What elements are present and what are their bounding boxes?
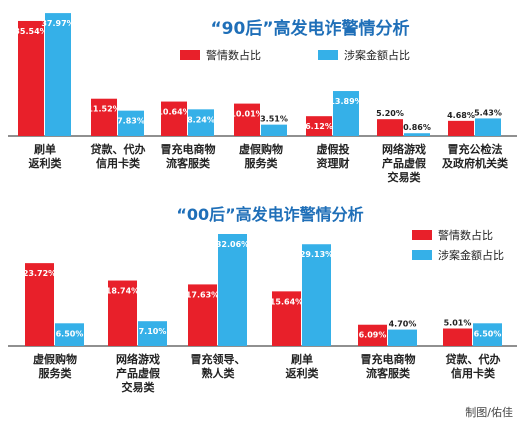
bar-cases xyxy=(443,328,472,346)
bar-value-label: 5.01% xyxy=(444,318,472,327)
category-label: 流客服类 xyxy=(366,366,411,380)
category-label: 流客服类 xyxy=(166,156,211,170)
bar-amount xyxy=(188,109,214,136)
bar-value-label: 6.12% xyxy=(305,122,333,131)
category-label: 虚假购物 xyxy=(239,142,283,156)
bar-value-label: 5.43% xyxy=(474,108,502,117)
bar-value-label: 4.68% xyxy=(447,111,475,120)
category-label: 熟人类 xyxy=(202,366,236,380)
bar-cases xyxy=(272,291,301,346)
category-label: 交易类 xyxy=(388,170,422,184)
bar-value-label: 10.64% xyxy=(157,108,190,117)
category-label: 冒充电商物 xyxy=(361,352,416,366)
bar-amount xyxy=(473,323,502,346)
category-label: 虚假购物 xyxy=(33,352,77,366)
category-label: 网络游戏 xyxy=(116,352,160,366)
category-label: 及政府机关类 xyxy=(442,156,509,170)
bar-cases xyxy=(377,119,403,136)
bar-cases xyxy=(188,284,217,346)
category-label: 信用卡类 xyxy=(96,156,141,170)
category-label: 冒充领导、 xyxy=(191,352,246,366)
bar-value-label: 6.50% xyxy=(474,329,502,338)
credit-text: 制图/佑佳 xyxy=(465,406,513,419)
category-label: 冒充电商物 xyxy=(161,142,216,156)
category-label: 返利类 xyxy=(286,366,320,380)
legend-swatch-cases xyxy=(412,230,432,240)
category-label: 服务类 xyxy=(39,366,73,380)
legend-label-amount: 涉案金额占比 xyxy=(344,48,410,62)
bar-value-label: 15.64% xyxy=(270,297,303,306)
bar-value-label: 13.89% xyxy=(329,97,362,106)
bar-value-label: 23.72% xyxy=(23,269,56,278)
bar-cases xyxy=(358,324,387,346)
bar-value-label: 3.51% xyxy=(260,115,288,124)
bar-cases xyxy=(161,101,187,136)
category-label: 刷单 xyxy=(291,352,313,366)
chart-90s: “90后”高发电诈警情分析警情数占比 涉案金额占比 35.54% 37.97% 刷单 返利… xyxy=(0,0,525,200)
legend-swatch-amount xyxy=(412,250,432,260)
bar-amount xyxy=(45,13,71,136)
bar-value-label: 7.10% xyxy=(139,327,167,336)
bar-value-label: 32.06% xyxy=(216,240,249,249)
bar-cases xyxy=(18,20,44,136)
bar-value-label: 6.50% xyxy=(56,329,84,338)
bar-amount xyxy=(218,234,247,346)
category-label: 虚假投 xyxy=(317,142,350,156)
bar-cases xyxy=(306,116,332,136)
bar-value-label: 18.74% xyxy=(106,287,139,296)
bar-amount xyxy=(138,321,167,346)
bar-amount xyxy=(475,118,501,136)
category-label: 交易类 xyxy=(122,380,156,394)
legend-label-cases: 警情数占比 xyxy=(206,48,261,62)
bar-value-label: 10.01% xyxy=(230,110,263,119)
bar-amount xyxy=(55,323,84,346)
category-label: 返利类 xyxy=(29,156,63,170)
bar-value-label: 7.83% xyxy=(117,117,145,126)
bar-cases xyxy=(234,103,260,136)
bar-cases xyxy=(448,120,474,136)
category-label: 资理财 xyxy=(317,156,350,170)
legend-swatch-amount xyxy=(318,50,338,60)
bar-amount xyxy=(118,110,144,136)
legend-label-cases: 警情数占比 xyxy=(438,228,493,242)
bar-value-label: 0.86% xyxy=(403,123,431,132)
bar-amount xyxy=(302,244,331,346)
chart-title: “90后”高发电诈警情分析 xyxy=(210,18,409,39)
bar-cases xyxy=(108,280,137,346)
chart-title: “00后”高发电诈警情分析 xyxy=(176,205,363,224)
bar-amount xyxy=(404,133,430,136)
chart-00s: “00后”高发电诈警情分析警情数占比涉案金额占比 23.72% 6.50% 虚假购物服… xyxy=(0,200,525,426)
category-label: 服务类 xyxy=(245,156,279,170)
bar-cases xyxy=(91,98,117,136)
bar-value-label: 37.97% xyxy=(41,19,74,28)
bar-value-label: 11.52% xyxy=(87,105,120,114)
bar-value-label: 5.20% xyxy=(376,109,404,118)
category-label: 贷款、代办 xyxy=(91,142,146,156)
bar-cases xyxy=(25,263,54,346)
bar-amount xyxy=(333,91,359,136)
category-label: 冒充公检法 xyxy=(448,142,503,156)
category-label: 信用卡类 xyxy=(451,366,496,380)
legend-swatch-cases xyxy=(180,50,200,60)
bar-value-label: 8.24% xyxy=(187,115,215,124)
legend-label-amount: 涉案金额占比 xyxy=(438,248,504,262)
bar-value-label: 4.70% xyxy=(389,320,417,329)
category-label: 刷单 xyxy=(34,142,56,156)
bar-amount xyxy=(261,124,287,136)
bar-amount xyxy=(388,329,417,346)
bar-value-label: 17.63% xyxy=(186,290,219,299)
category-label: 贷款、代办 xyxy=(446,352,501,366)
category-label: 产品虚假 xyxy=(116,366,161,380)
bar-value-label: 29.13% xyxy=(300,250,333,259)
category-label: 网络游戏 xyxy=(382,142,426,156)
category-label: 产品虚假 xyxy=(382,156,427,170)
bar-value-label: 6.09% xyxy=(359,331,387,340)
bar-value-label: 35.54% xyxy=(14,27,47,36)
